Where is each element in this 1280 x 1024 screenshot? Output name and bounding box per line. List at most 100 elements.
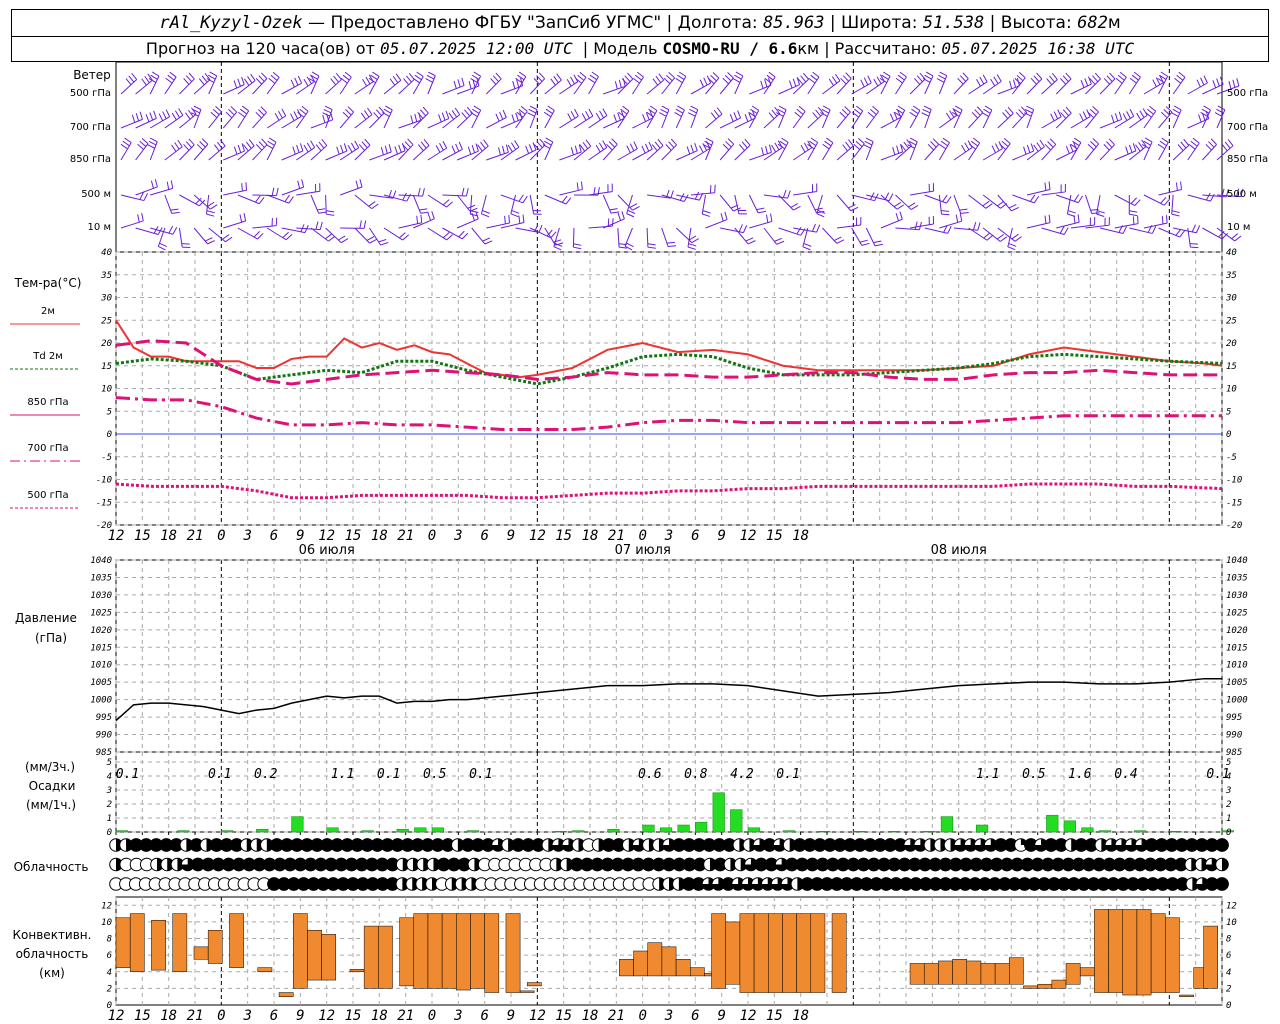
wind-barb-feather bbox=[808, 77, 816, 84]
wind-barb-feather bbox=[174, 110, 181, 118]
wind-barb-feather bbox=[1114, 113, 1119, 122]
wind-barb-feather bbox=[585, 110, 590, 119]
wind-barb-feather bbox=[514, 140, 520, 148]
wind-barb-feather bbox=[778, 105, 787, 111]
conv-bar bbox=[753, 913, 769, 993]
wind-barb-feather bbox=[299, 143, 304, 152]
pres-tick-right: 1010 bbox=[1226, 661, 1248, 671]
wind-barb bbox=[208, 75, 218, 95]
wind-barb-feather bbox=[952, 108, 958, 116]
hour-label-bottom: 3 bbox=[664, 1008, 673, 1024]
wind-barb bbox=[1026, 78, 1043, 95]
wind-barb-feather bbox=[367, 107, 373, 115]
wind-barb-feather bbox=[646, 111, 654, 118]
conv-bar bbox=[307, 929, 322, 981]
wind-barb-feather bbox=[484, 240, 493, 245]
wind-barb-feather bbox=[243, 144, 249, 152]
wind-barb-feather bbox=[238, 111, 246, 118]
station-name: rAl_Kyzyl-Ozek bbox=[159, 13, 303, 33]
wind-barb-feather bbox=[239, 214, 243, 223]
wind-barb-feather bbox=[504, 215, 506, 224]
wind-barb-feather bbox=[168, 225, 174, 234]
wind-barb-feather bbox=[810, 137, 818, 143]
wind-barb-feather bbox=[908, 202, 916, 208]
wind-barb bbox=[646, 227, 649, 248]
pres-tick-right: 985 bbox=[1226, 748, 1242, 758]
provider-text: — Предоставлено ФГБУ "ЗапСиб УГМС" | bbox=[302, 13, 678, 33]
wind-barb bbox=[295, 110, 309, 129]
wind-barb-feather bbox=[771, 144, 777, 153]
wind-barb-feather bbox=[1018, 109, 1025, 116]
hour-label-bottom: 21 bbox=[187, 1008, 204, 1024]
precip-bar bbox=[177, 830, 190, 833]
wind-barb-feather bbox=[959, 208, 968, 211]
wind-barb-feather bbox=[402, 234, 410, 241]
wind-barb-feather bbox=[1059, 226, 1065, 234]
wind-barb-feather bbox=[545, 137, 554, 143]
wind-barb-feather bbox=[258, 141, 265, 148]
wind-barb bbox=[281, 186, 304, 196]
wind-barb-feather bbox=[233, 146, 238, 155]
wind-barb-feather bbox=[816, 213, 825, 218]
wind-barb-feather bbox=[419, 208, 428, 211]
wind-barb-feather bbox=[670, 190, 674, 199]
wind-barb-feather bbox=[774, 237, 782, 242]
wind-barb-feather bbox=[322, 114, 326, 123]
wind-barb-feather bbox=[873, 240, 882, 244]
wind-barb-feather bbox=[145, 114, 150, 123]
wind-barb-feather bbox=[765, 145, 768, 154]
wind-barb bbox=[252, 225, 277, 229]
wind-barb-feather bbox=[1014, 77, 1021, 84]
wind-barb-feather bbox=[382, 112, 390, 117]
wind-barb-feather bbox=[781, 137, 789, 143]
wind-barb bbox=[339, 111, 355, 129]
header-title-bar: rAl_Kyzyl-Ozek — Предоставлено ФГБУ "Зап… bbox=[11, 9, 1269, 37]
wind-barb-feather bbox=[836, 239, 845, 244]
wind-barb bbox=[164, 76, 177, 95]
wind-barb-feather bbox=[439, 142, 444, 151]
wind-barb-feather bbox=[228, 109, 235, 116]
wind-barb-feather bbox=[1132, 143, 1137, 152]
hour-label-bottom: 0 bbox=[428, 1008, 436, 1024]
wind-barb-feather bbox=[1008, 242, 1017, 247]
wind-barb-feather bbox=[808, 140, 817, 147]
wind-barb-feather bbox=[511, 114, 515, 123]
wind-barb-feather bbox=[984, 105, 993, 111]
conv-tick-right: 10 bbox=[1226, 918, 1237, 928]
wind-barb bbox=[544, 194, 567, 205]
wind-barb-feather bbox=[451, 110, 458, 118]
wind-barb-feather bbox=[888, 193, 894, 202]
wind-barb-feather bbox=[1210, 138, 1217, 145]
wind-barb-feather bbox=[1191, 224, 1196, 233]
wind-barb bbox=[573, 77, 587, 95]
temp-tick-left: 15 bbox=[101, 362, 112, 372]
wind-barb-feather bbox=[457, 79, 461, 88]
cloud-fill bbox=[491, 838, 505, 852]
hour-label-bottom: 15 bbox=[555, 1008, 572, 1024]
wind-barb bbox=[427, 194, 447, 208]
wind-barb-feather bbox=[668, 141, 675, 148]
hour-label-temp: 9 bbox=[507, 528, 515, 544]
wind-barb bbox=[602, 194, 612, 214]
wind-barb-feather bbox=[923, 105, 932, 110]
wind-barb-feather bbox=[141, 78, 147, 86]
wind-barb-feather bbox=[471, 74, 480, 80]
wind-barb-feather bbox=[1044, 143, 1052, 151]
wind-barb-feather bbox=[964, 142, 970, 151]
wind-barb-feather bbox=[470, 210, 479, 214]
wind-barb-feather bbox=[645, 143, 650, 152]
wind-barb-feather bbox=[516, 79, 520, 88]
conv-bar bbox=[484, 913, 500, 993]
wind-barb bbox=[1216, 109, 1226, 129]
wind-barb-feather bbox=[498, 147, 501, 156]
wind-barb-feather bbox=[939, 71, 947, 77]
altitude-unit: м bbox=[1107, 13, 1121, 33]
wind-barb-feather bbox=[495, 72, 502, 80]
wind-barb-feather bbox=[595, 144, 601, 153]
wind-barb-feather bbox=[1092, 138, 1099, 145]
wind-barb-feather bbox=[770, 213, 773, 222]
cloud-fill bbox=[731, 877, 745, 891]
wind-barb-feather bbox=[1160, 71, 1168, 77]
wind-barb bbox=[1158, 227, 1180, 238]
wind-barb bbox=[178, 227, 183, 248]
